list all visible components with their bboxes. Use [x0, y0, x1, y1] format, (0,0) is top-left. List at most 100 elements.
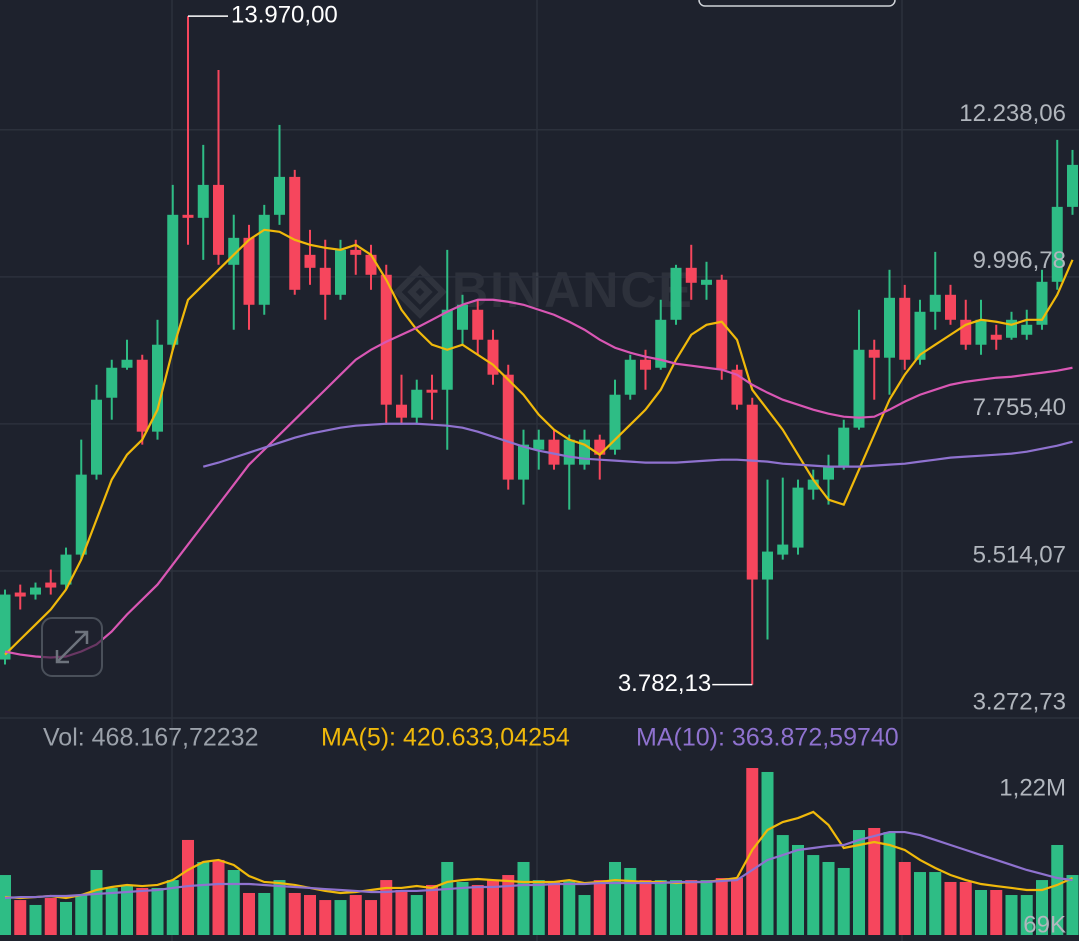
candle-body [350, 249, 362, 255]
volume-bar [380, 880, 393, 935]
candle-body [716, 279, 728, 370]
volume-bar [395, 889, 408, 935]
volume-bar [898, 861, 911, 935]
volume-bar [1005, 895, 1018, 935]
volume-bar [685, 880, 698, 935]
volume-bar [639, 880, 652, 935]
candle-body [975, 319, 987, 345]
candle-body [548, 439, 560, 465]
candle-body [1021, 324, 1033, 335]
volume-bar [60, 901, 72, 935]
volume-bar [990, 889, 1003, 935]
expand-button[interactable] [41, 617, 103, 677]
volume-bar [471, 884, 484, 935]
watermark-text: BINANCE [452, 262, 694, 318]
volume-bar [1020, 895, 1033, 935]
candle-body [1067, 164, 1078, 207]
volume-bar [227, 870, 240, 935]
candle-body [594, 439, 606, 455]
candle-body [731, 369, 743, 405]
candle-body [213, 184, 224, 255]
volume-bar [914, 872, 926, 935]
candle-body [1036, 281, 1048, 325]
volume-bar [883, 832, 896, 935]
candle-body [243, 237, 255, 305]
candle-body [426, 389, 438, 393]
ma-line [202, 422, 1073, 468]
expand-icon [55, 630, 89, 664]
volume-bar [853, 830, 865, 935]
volume-bar [456, 881, 469, 935]
candle-body [167, 214, 179, 345]
volume-bar [944, 881, 957, 935]
candle-body [1051, 206, 1063, 282]
candle-body [670, 267, 682, 320]
volume-bar [715, 878, 728, 935]
candle-body [884, 297, 895, 358]
candle-body [502, 374, 514, 480]
candle-body [396, 404, 407, 418]
candle-body [274, 176, 285, 215]
volume-bar [410, 895, 423, 935]
volume-bar [426, 884, 438, 935]
volume-bar [75, 895, 88, 935]
candle-body [960, 319, 972, 345]
volume-bar [517, 861, 530, 935]
volume-bar [563, 880, 576, 935]
volume-bar [151, 887, 164, 935]
y-tick-label: 3.272,73 [973, 688, 1066, 715]
candle-body [1006, 319, 1017, 338]
volume-bar [807, 855, 820, 935]
candle-body [990, 334, 1002, 340]
candle-body [685, 267, 697, 283]
candle-body [518, 444, 529, 480]
candle-body [319, 267, 331, 295]
candle-body [60, 554, 72, 585]
volume-label: Vol: 468.167,72232 [43, 724, 258, 752]
candle-body [121, 359, 133, 368]
candle-body [838, 427, 850, 466]
candle-body [777, 544, 789, 555]
volume-bar [29, 904, 42, 935]
candle-body [899, 297, 911, 360]
volume-bar [624, 867, 637, 935]
volume-bar [14, 900, 27, 935]
volume-bar [532, 880, 545, 935]
volume-bar [441, 861, 454, 935]
candle-body [380, 274, 392, 405]
volume-bar [776, 835, 789, 935]
volume-bar [929, 872, 942, 935]
candle-body [624, 359, 636, 395]
candle-body [335, 249, 346, 295]
candle-body [152, 344, 163, 432]
candle-body [0, 594, 11, 660]
volume-bar [975, 889, 987, 935]
candle-body [289, 176, 301, 290]
watermark: BINANCE [393, 262, 694, 319]
volume-bar [654, 880, 667, 935]
volume-bar [105, 887, 118, 935]
candle-body [197, 184, 209, 218]
ma-line [4, 830, 1073, 900]
candle-body [823, 465, 834, 480]
volume-bar [761, 771, 774, 935]
y-tick-label: 5.514,07 [973, 541, 1066, 568]
volume-bar [1066, 875, 1079, 935]
y-tick-label: 9.996,78 [973, 247, 1066, 274]
candle-body [929, 294, 941, 312]
volume-bar [166, 880, 179, 935]
volume-bar [212, 859, 225, 935]
top-button[interactable] [698, 0, 896, 7]
volume-tick-label: 69K [1023, 911, 1066, 938]
y-tick-label: 12.238,06 [959, 100, 1066, 127]
candle-body [792, 487, 804, 548]
volume-bar [243, 892, 255, 935]
candle-body [945, 294, 956, 320]
candle-body [914, 311, 926, 360]
candle-body [45, 582, 57, 588]
volume-bar [288, 892, 301, 935]
legend-entry: MA(5): 420.633,04254 [321, 724, 570, 752]
candle-body [563, 439, 575, 465]
